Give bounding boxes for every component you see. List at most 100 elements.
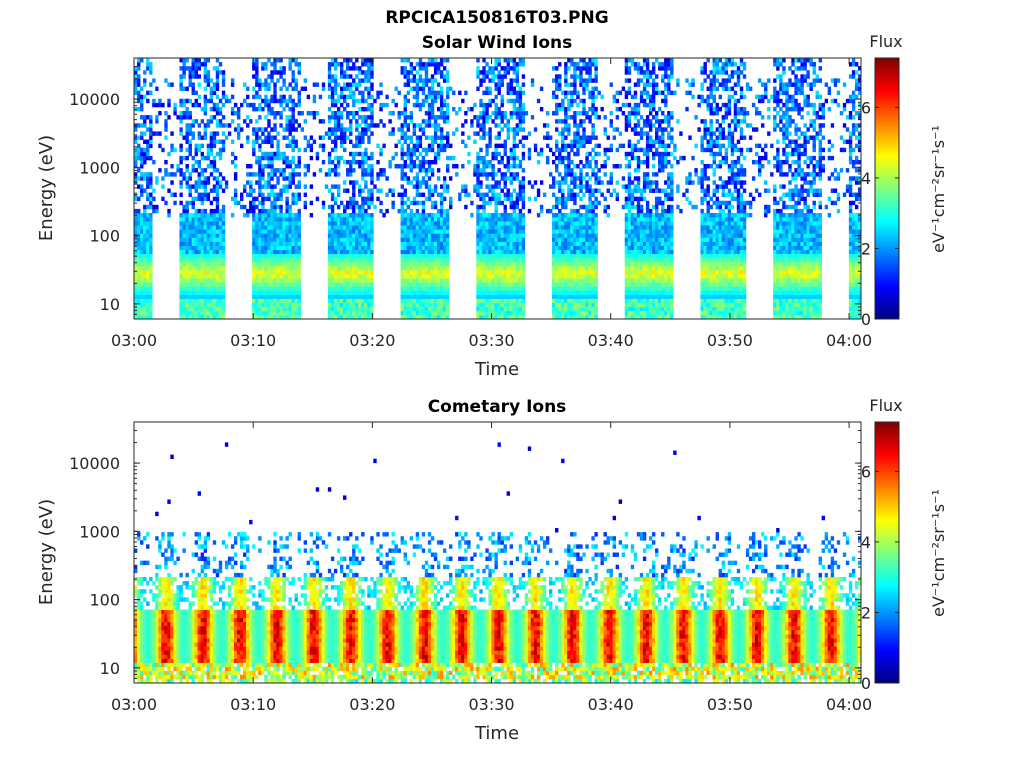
spectrogram-cell [430,221,435,226]
spectrogram-cell [315,82,320,87]
spectrogram-cell [446,249,450,255]
spectrogram-cell [564,290,568,295]
spectrogram-cell [515,74,520,79]
spectrogram-cell [143,253,147,259]
spectrogram-cell [188,123,192,128]
spectrogram-cell [521,278,526,283]
spectrogram-cell [479,192,483,198]
spectrogram-cell [291,225,295,230]
spectrogram-cell [400,192,404,198]
spectrogram-cell [291,286,295,291]
spectrogram-cell [518,119,523,124]
spectrogram-cell [482,204,486,210]
spectrogram-cell [243,188,247,193]
spectrogram-cell [297,233,301,238]
spectrogram-cell [327,159,332,165]
spectrogram-cell [339,127,344,132]
spectrogram-cell [343,294,347,299]
spectrogram-cell [188,310,192,316]
spectrogram-cell [200,208,205,214]
spectrogram-cell [491,229,495,234]
spectrogram-cell [364,159,368,165]
spectrogram-cell [400,270,404,275]
spectrogram-cell [249,200,253,206]
spectrogram-cell [367,261,371,267]
spectrogram-cell [506,265,510,271]
spectrogram-cell [500,74,504,79]
spectrogram-cell [555,237,559,242]
spectrogram-cell [206,229,211,234]
spectrogram-cell [412,278,417,283]
spectrogram-cell [185,245,189,251]
spectrogram-cell [506,70,510,75]
spectrogram-cell [497,135,501,140]
spectrogram-cell [512,212,517,218]
spectrogram-cell [582,119,586,124]
spectrogram-cell [364,229,368,234]
spectrogram-cell [197,196,201,202]
spectrogram-cell [573,253,577,259]
spectrogram-cell [361,98,365,104]
spectrogram-cell [252,131,256,136]
spectrogram-cell [167,82,171,87]
spectrogram-cell [197,245,201,251]
spectrogram-cell [591,270,595,275]
spectrogram-cell [285,143,289,149]
spectrogram-cell [343,253,347,259]
spectrogram-cell [500,302,504,308]
spectrogram-cell [209,282,214,287]
spectrogram-cell [191,257,195,263]
spectrogram-cell [579,184,583,189]
spectrogram-cell [149,70,153,75]
spectrogram-cell [585,298,589,304]
spectrogram-cell [409,66,414,71]
spectrogram-cell [576,208,580,214]
spectrogram-cell [179,111,183,116]
spectrogram-cell [258,135,262,140]
spectrogram-cell [355,159,359,165]
spectrogram-cell [418,168,423,173]
spectrogram-cell [509,241,513,246]
spectrogram-cell [188,147,192,153]
spectrogram-cell [485,159,489,165]
spectrogram-cell [497,265,501,271]
spectrogram-cell [412,221,417,226]
spectrogram-cell [558,159,562,165]
spectrogram-cell [400,131,404,136]
spectrogram-cell [252,74,256,79]
spectrogram-cell [497,115,501,120]
spectrogram-cell [279,249,283,255]
spectrogram-cell [185,66,189,71]
spectrogram-cell [330,270,335,275]
spectrogram-cell [388,188,392,193]
spectrogram-cell [330,94,335,100]
spectrogram-cell [485,233,489,238]
spectrogram-cell [506,90,510,96]
spectrogram-cell [339,261,344,267]
spectrogram-cell [500,221,504,226]
spectrogram-cell [488,98,492,104]
spectrogram-cell [261,229,265,234]
spectrogram-cell [218,302,223,308]
spectrogram-cell [594,306,598,312]
spectrogram-cell [327,217,332,222]
spectrogram-cell [539,208,544,214]
spectrogram-cell [140,147,144,153]
spectrogram-cell [406,241,411,246]
spectrogram-cell [430,270,435,275]
spectrogram-cell [385,176,389,181]
spectrogram-cell [333,314,338,320]
spectrogram-cell [203,131,208,136]
spectrogram-cell [137,58,141,63]
spectrogram-cell [297,249,301,255]
spectrogram-cell [137,241,141,246]
spectrogram-cell [594,314,598,320]
spectrogram-cell [249,172,253,177]
spectrogram-cell [318,168,323,173]
spectrogram-cell [364,237,368,242]
spectrogram-cell [333,302,338,308]
spectrogram-cell [194,184,198,189]
spectrogram-cell [333,245,338,251]
spectrogram-cell [479,245,483,251]
spectrogram-cell [267,265,271,271]
